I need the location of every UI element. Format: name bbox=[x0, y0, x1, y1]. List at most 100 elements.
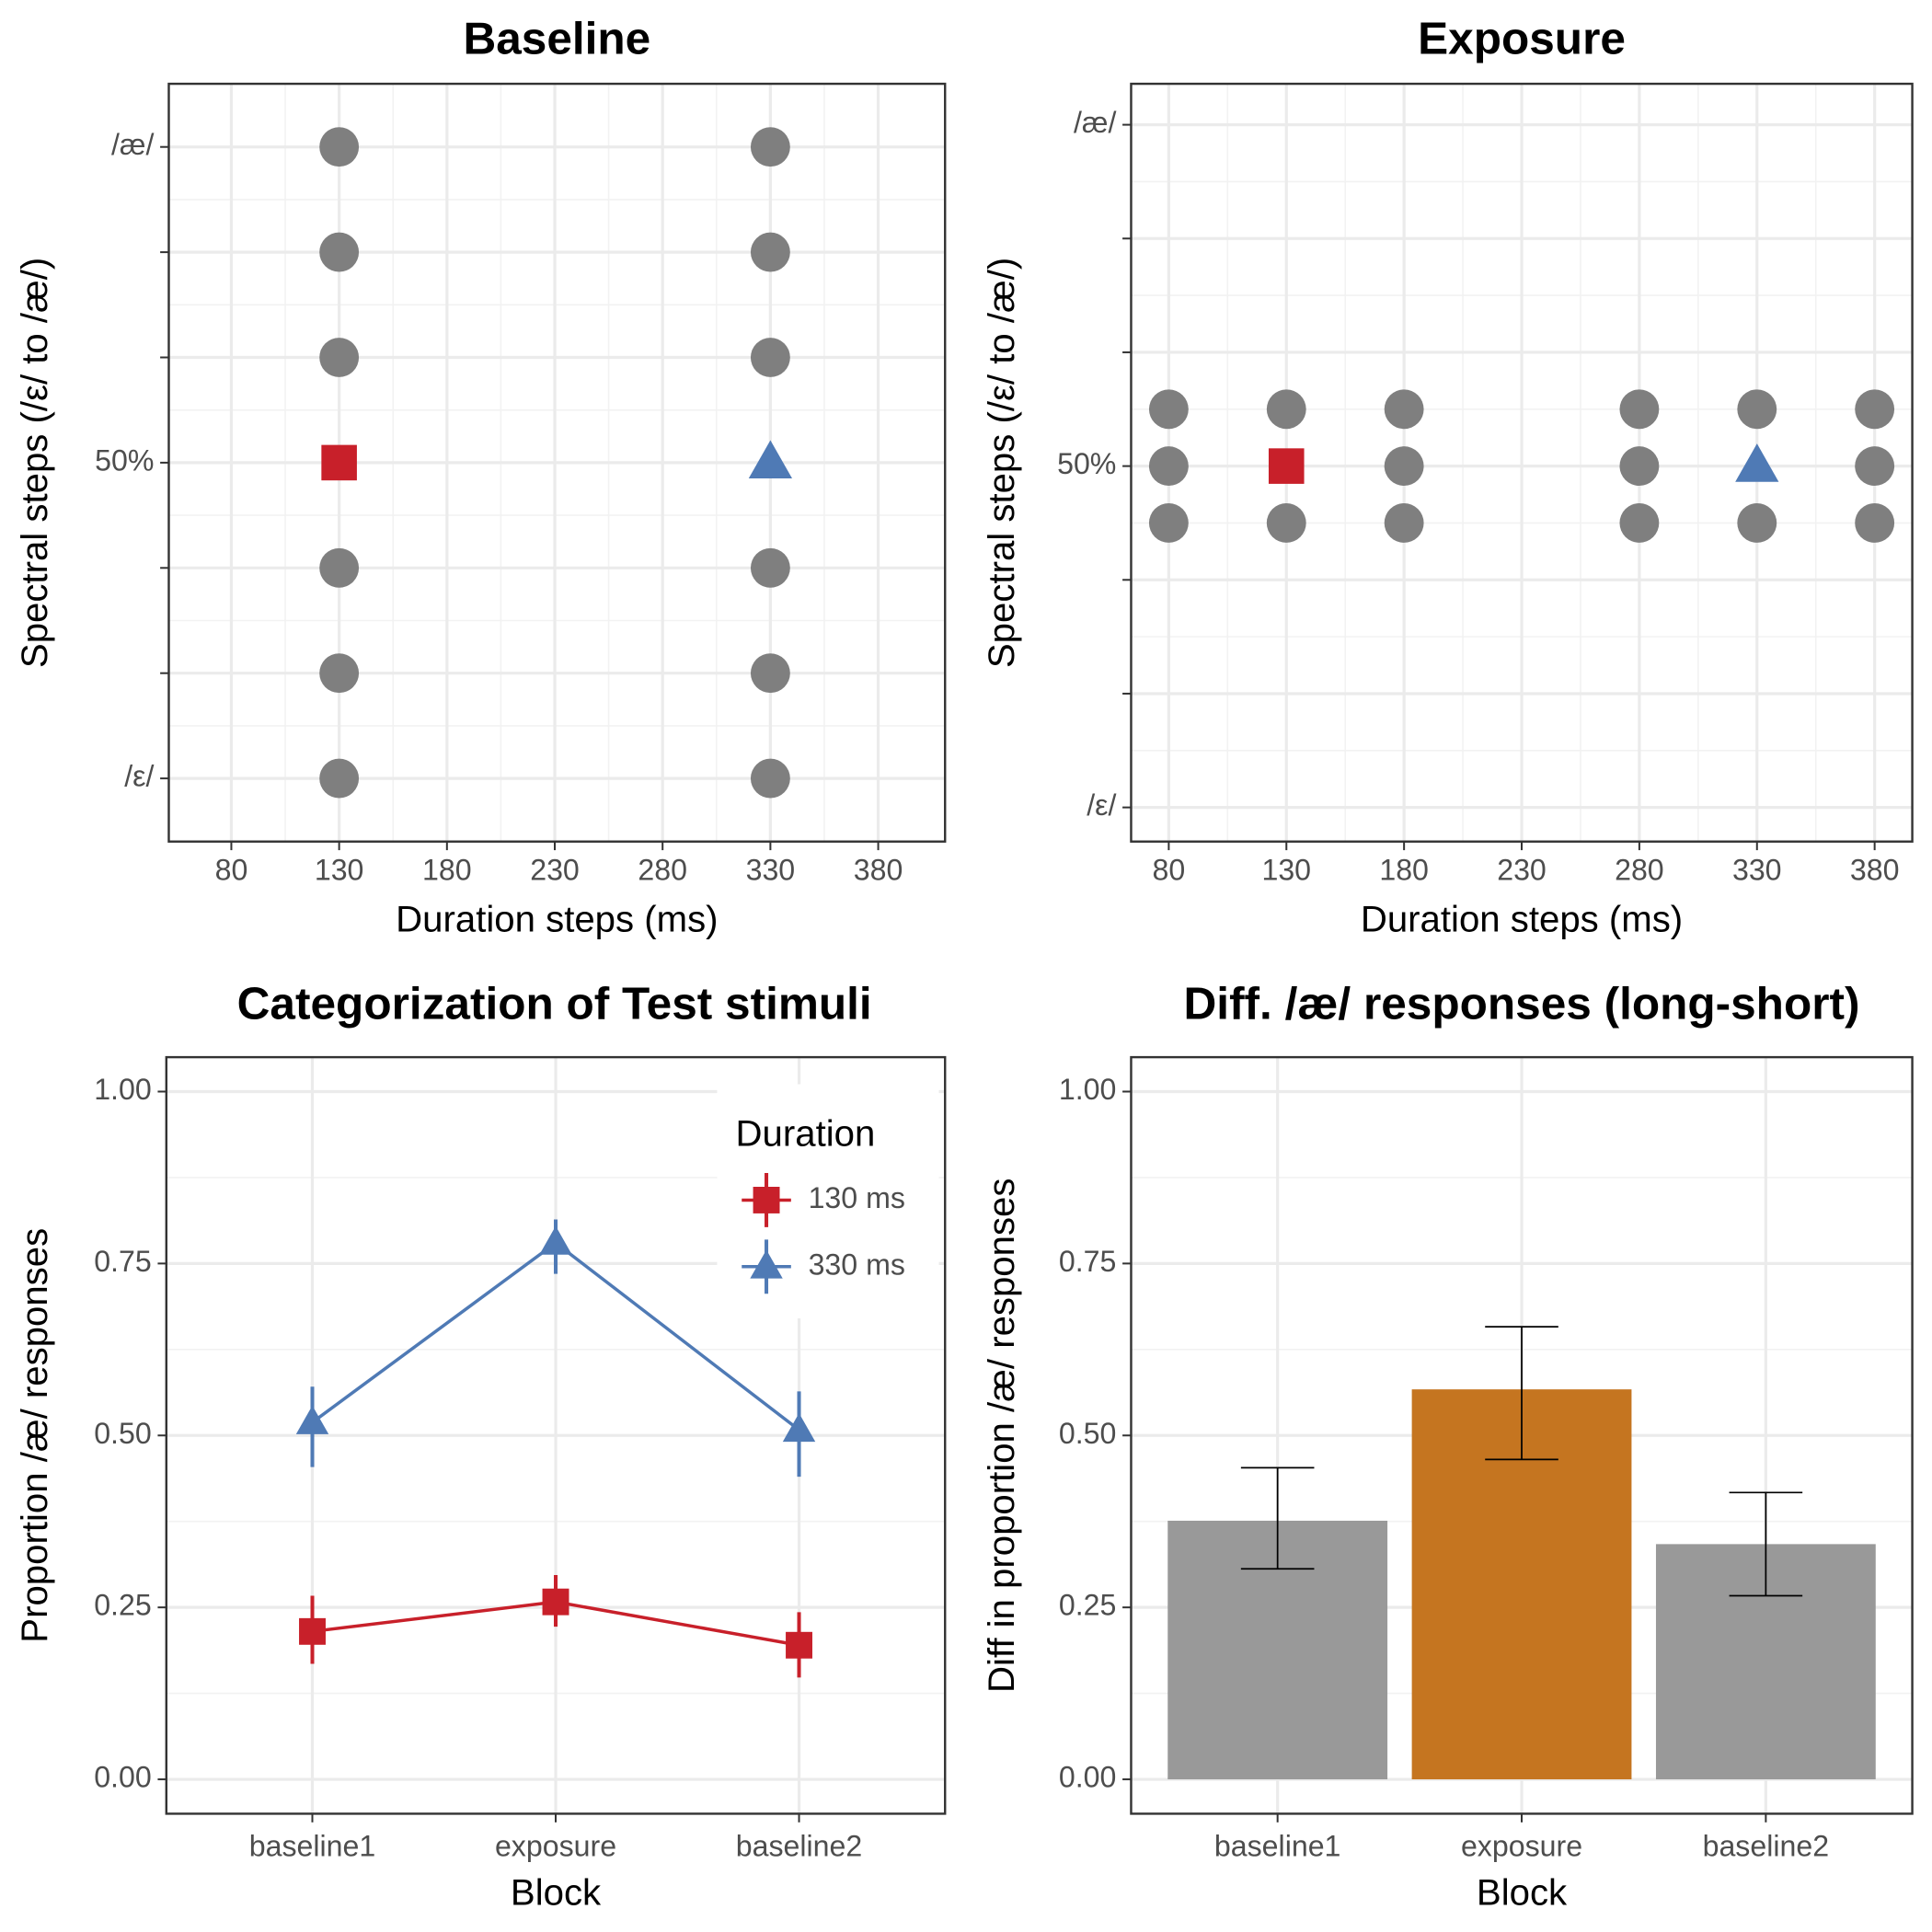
x-tick-label: 80 bbox=[1153, 854, 1186, 887]
y-tick-label: /ε/ bbox=[1087, 788, 1116, 822]
x-tick-label: 180 bbox=[422, 854, 472, 887]
x-axis-title: Duration steps (ms) bbox=[1361, 898, 1683, 939]
x-tick-label: 230 bbox=[530, 854, 580, 887]
point bbox=[319, 232, 360, 272]
legend-label: 130 ms bbox=[809, 1181, 905, 1214]
point bbox=[1268, 448, 1305, 484]
x-tick-label: 230 bbox=[1497, 854, 1547, 887]
x-tick-label: exposure bbox=[1461, 1829, 1582, 1862]
x-tick-label: 280 bbox=[638, 854, 687, 887]
point bbox=[1266, 389, 1306, 430]
x-tick-label: baseline1 bbox=[249, 1829, 376, 1862]
y-tick-label: /æ/ bbox=[111, 128, 154, 161]
x-tick-label: 330 bbox=[1732, 854, 1782, 887]
panel-title: Categorization of Test stimuli bbox=[237, 977, 872, 1029]
point bbox=[1384, 503, 1424, 543]
point bbox=[1855, 389, 1895, 430]
point bbox=[539, 1225, 572, 1255]
x-tick-label: 80 bbox=[215, 854, 248, 887]
point bbox=[1619, 389, 1660, 430]
y-tick-label: 0.75 bbox=[1059, 1245, 1117, 1278]
x-axis-title: Block bbox=[1477, 1871, 1568, 1913]
x-tick-label: 380 bbox=[1850, 854, 1900, 887]
x-axis-title: Duration steps (ms) bbox=[396, 898, 718, 939]
y-tick-label: 1.00 bbox=[94, 1073, 152, 1106]
x-tick-label: baseline2 bbox=[736, 1829, 863, 1862]
panel-title: Diff. /æ/ responses (long-short) bbox=[1184, 977, 1860, 1029]
y-tick-label: 1.00 bbox=[1059, 1073, 1117, 1106]
x-tick-label: exposure bbox=[495, 1829, 616, 1862]
point bbox=[1737, 503, 1777, 543]
y-tick-label: 0.25 bbox=[94, 1589, 152, 1622]
y-axis-title: Diff in proportion /æ/ responses bbox=[981, 1179, 1022, 1694]
point bbox=[319, 127, 360, 167]
point bbox=[750, 232, 790, 272]
panel-title: Exposure bbox=[1418, 13, 1626, 64]
legend-symbol bbox=[750, 1249, 783, 1279]
point bbox=[1735, 443, 1779, 482]
point bbox=[786, 1631, 812, 1659]
point bbox=[319, 653, 360, 694]
point bbox=[750, 547, 790, 588]
point bbox=[319, 338, 360, 377]
error-bar bbox=[1240, 1466, 1315, 1570]
panel-title: Baseline bbox=[463, 13, 650, 64]
point bbox=[750, 653, 790, 694]
point bbox=[1384, 446, 1424, 487]
x-tick-label: 180 bbox=[1379, 854, 1429, 887]
legend-label: 330 ms bbox=[809, 1248, 905, 1281]
point bbox=[1384, 389, 1424, 430]
point bbox=[1855, 503, 1895, 543]
y-tick-label: 50% bbox=[95, 443, 154, 477]
point bbox=[1266, 503, 1306, 543]
y-tick-label: 0.75 bbox=[94, 1245, 152, 1278]
x-tick-label: 330 bbox=[746, 854, 796, 887]
point bbox=[1619, 446, 1660, 487]
panel-border bbox=[1130, 82, 1914, 843]
point bbox=[750, 127, 790, 167]
y-tick-label: /ε/ bbox=[124, 760, 154, 793]
x-tick-label: 130 bbox=[315, 854, 364, 887]
x-axis-title: Block bbox=[511, 1871, 602, 1913]
point bbox=[1737, 389, 1777, 430]
y-tick-label: 0.00 bbox=[94, 1761, 152, 1794]
x-tick-label: 130 bbox=[1261, 854, 1311, 887]
legend-symbol bbox=[753, 1187, 780, 1213]
legend-title: Duration bbox=[736, 1112, 876, 1154]
y-tick-label: 50% bbox=[1057, 447, 1116, 480]
point bbox=[1148, 389, 1189, 430]
point bbox=[782, 1412, 816, 1443]
y-tick-label: 0.25 bbox=[1059, 1589, 1117, 1622]
x-tick-label: 280 bbox=[1615, 854, 1664, 887]
point bbox=[321, 444, 357, 481]
panel-border bbox=[167, 82, 947, 843]
point bbox=[299, 1617, 326, 1645]
point bbox=[750, 758, 790, 799]
y-tick-label: 0.50 bbox=[94, 1417, 152, 1450]
y-axis-title: Spectral steps (/ε/ to /æ/) bbox=[981, 258, 1022, 668]
error-bar bbox=[1485, 1326, 1558, 1461]
y-tick-label: 0.50 bbox=[1059, 1417, 1117, 1450]
point bbox=[319, 547, 360, 588]
point bbox=[1148, 503, 1189, 543]
point bbox=[542, 1588, 569, 1616]
panel-border bbox=[1130, 1055, 1914, 1815]
error-bar bbox=[1729, 1491, 1803, 1597]
point bbox=[748, 440, 793, 479]
y-axis-title: Proportion /æ/ responses bbox=[14, 1228, 55, 1643]
point bbox=[295, 1405, 329, 1434]
panel-border bbox=[165, 1055, 947, 1815]
x-tick-label: 380 bbox=[854, 854, 903, 887]
point bbox=[1855, 446, 1895, 487]
y-tick-label: /æ/ bbox=[1074, 106, 1116, 139]
point bbox=[1148, 446, 1189, 487]
y-tick-label: 0.00 bbox=[1059, 1761, 1117, 1794]
point bbox=[1619, 503, 1660, 543]
x-tick-label: baseline1 bbox=[1214, 1829, 1341, 1862]
x-tick-label: baseline2 bbox=[1703, 1829, 1830, 1862]
point bbox=[319, 758, 360, 799]
point bbox=[750, 338, 790, 377]
y-axis-title: Spectral steps (/ε/ to /æ/) bbox=[14, 258, 55, 668]
